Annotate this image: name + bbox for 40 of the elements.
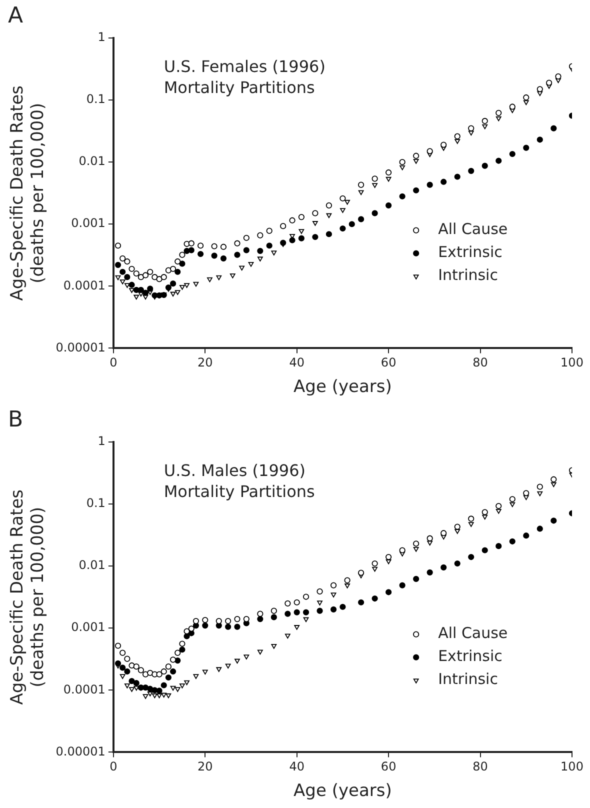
y-tick-label: 0.0001 <box>63 278 106 292</box>
y-tick-label: 0.01 <box>78 154 106 168</box>
y-tick-label: 0.00001 <box>56 744 106 758</box>
y-tick-label: 0.1 <box>86 92 106 106</box>
x-axis-title: Age (years) <box>294 377 392 398</box>
text: U.S. Males (1996) <box>164 461 306 480</box>
x-tick-label: 40 <box>289 356 304 370</box>
x-tick-label: 60 <box>380 760 396 774</box>
legend-label: All Cause <box>438 624 508 642</box>
y-tick-label: 0.001 <box>71 620 106 634</box>
y-tick-label: 0.1 <box>86 496 106 510</box>
y-tick-label: 0.0001 <box>63 682 106 696</box>
x-tick-label: 0 <box>110 760 118 774</box>
x-tick-label: 20 <box>198 356 213 370</box>
text: Mortality Partitions <box>164 482 315 502</box>
text: Mortality Partitions <box>164 78 315 98</box>
legend-label: Intrinsic <box>438 266 498 284</box>
legend-label: Extrinsic <box>438 647 502 666</box>
y-tick-label: 1 <box>98 434 106 448</box>
legend-label: Intrinsic <box>438 670 498 688</box>
text: U.S. Females (1996) <box>164 57 326 76</box>
y-tick-label: 0.00001 <box>56 340 106 354</box>
y-axis-title: Age-Specific Death Rates (deaths per 100,000) <box>8 85 48 301</box>
x-tick-label: 100 <box>560 760 584 774</box>
legend-label: Extrinsic <box>438 243 502 262</box>
x-tick-label: 100 <box>560 356 584 370</box>
y-axis-title: Age-Specific Death Rates (deaths per 100,000) <box>8 489 48 705</box>
y-tick-label: 0.001 <box>71 216 106 230</box>
y-tick-label: 0.01 <box>78 558 106 572</box>
x-tick-label: 60 <box>380 356 396 370</box>
x-tick-label: 80 <box>472 356 488 370</box>
x-axis-title: Age (years) <box>294 781 392 802</box>
text: A <box>8 4 24 29</box>
x-tick-label: 20 <box>198 760 213 774</box>
x-tick-label: 40 <box>289 760 304 774</box>
x-tick-label: 80 <box>472 760 488 774</box>
legend-label: All Cause <box>438 220 508 238</box>
text: B <box>8 408 24 433</box>
y-tick-label: 1 <box>98 30 106 44</box>
x-tick-label: 0 <box>110 356 118 370</box>
